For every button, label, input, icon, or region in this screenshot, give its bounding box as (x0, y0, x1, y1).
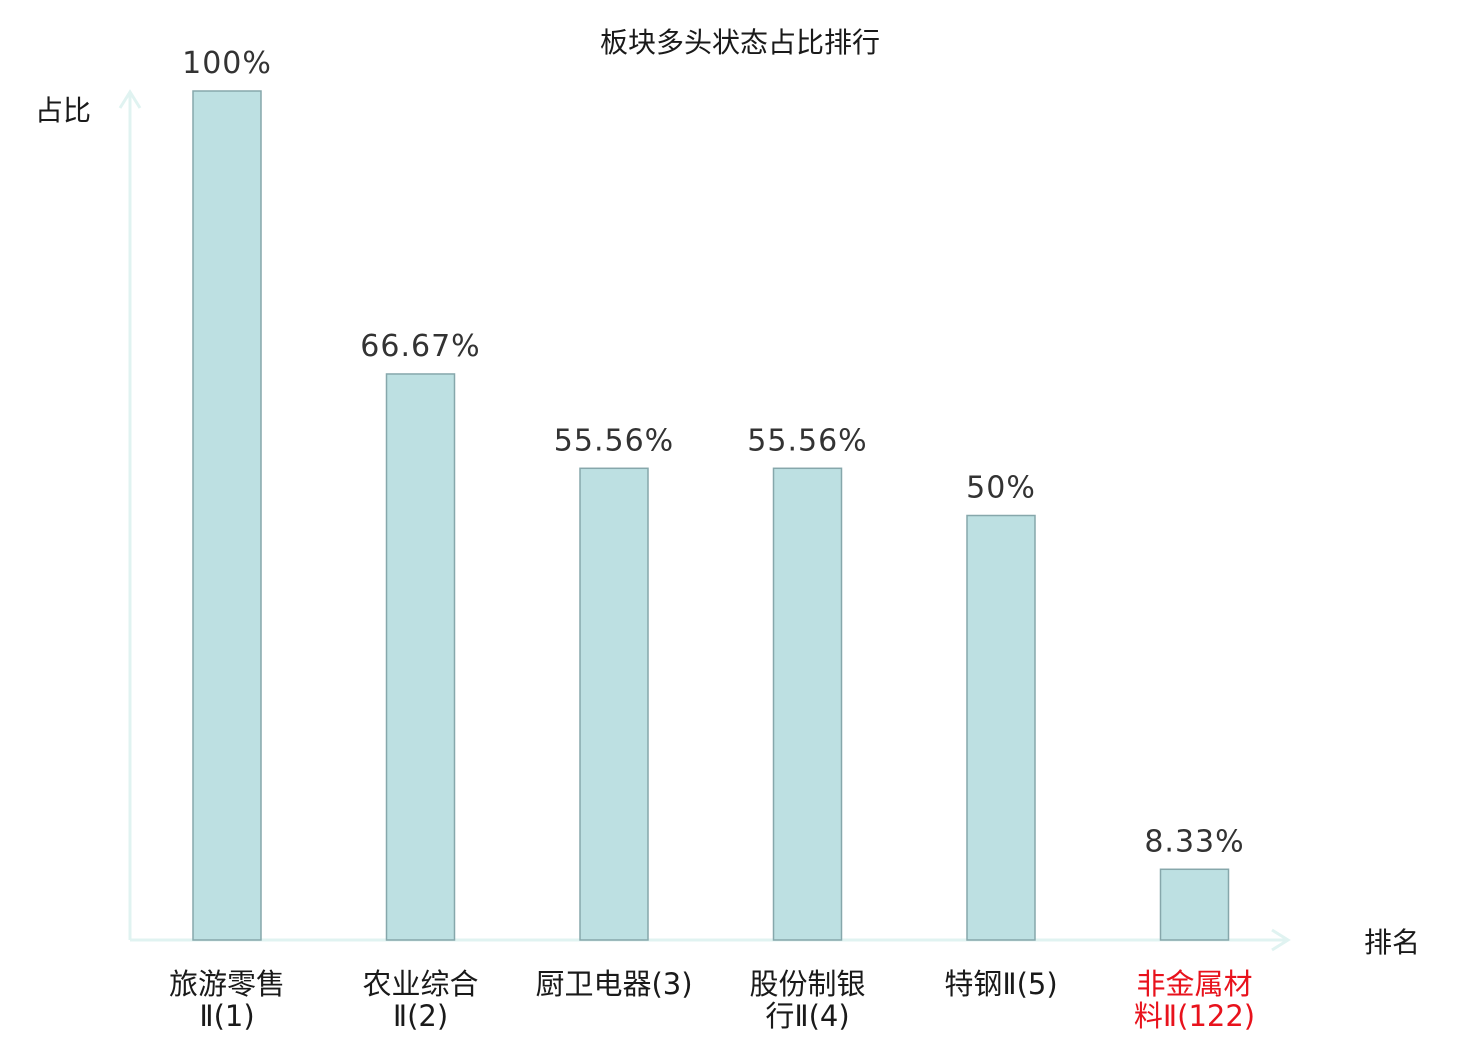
category-label-1-line-2: Ⅱ(1) (199, 999, 254, 1033)
x-axis-title: 排名 (1364, 926, 1420, 959)
value-label-6: 8.33% (1144, 824, 1244, 859)
y-axis-title: 占比 (35, 94, 91, 127)
y-axis-arrow (118, 89, 142, 109)
bars-group (192, 90, 1230, 941)
value-labels-group: 100% 66.67% 55.56% 55.56% 50% 8.33% (182, 46, 1244, 859)
value-label-1: 100% (182, 46, 272, 81)
x-axis-arrow (1271, 928, 1291, 952)
value-label-4: 55.56% (747, 423, 867, 458)
category-label-5-line-1: 特钢Ⅱ(5) (944, 967, 1057, 1001)
value-label-2: 66.67% (360, 329, 480, 364)
axes (118, 89, 1291, 952)
bar-3 (579, 467, 649, 941)
category-label-1-line-1: 旅游零售 (169, 967, 285, 1001)
bar-2 (385, 373, 456, 941)
bar-4 (772, 467, 843, 941)
category-label-6-line-1: 非金属材 (1136, 967, 1252, 1001)
bar-5 (966, 514, 1036, 941)
category-label-3-line-1: 厨卫电器(3) (535, 967, 692, 1001)
value-label-3: 55.56% (554, 423, 674, 458)
bar-6 (1159, 868, 1230, 941)
chart-title: 板块多头状态占比排行 (600, 26, 880, 59)
bar-1 (192, 90, 262, 941)
category-label-4-line-2: 行Ⅱ(4) (765, 999, 849, 1033)
category-label-2-line-1: 农业综合 (362, 967, 478, 1001)
category-label-4-line-1: 股份制银 (749, 967, 865, 1001)
value-label-5: 50% (966, 471, 1036, 506)
category-label-2-line-2: Ⅱ(2) (393, 999, 448, 1033)
category-label-6-line-2: 料Ⅱ(122) (1134, 999, 1255, 1033)
